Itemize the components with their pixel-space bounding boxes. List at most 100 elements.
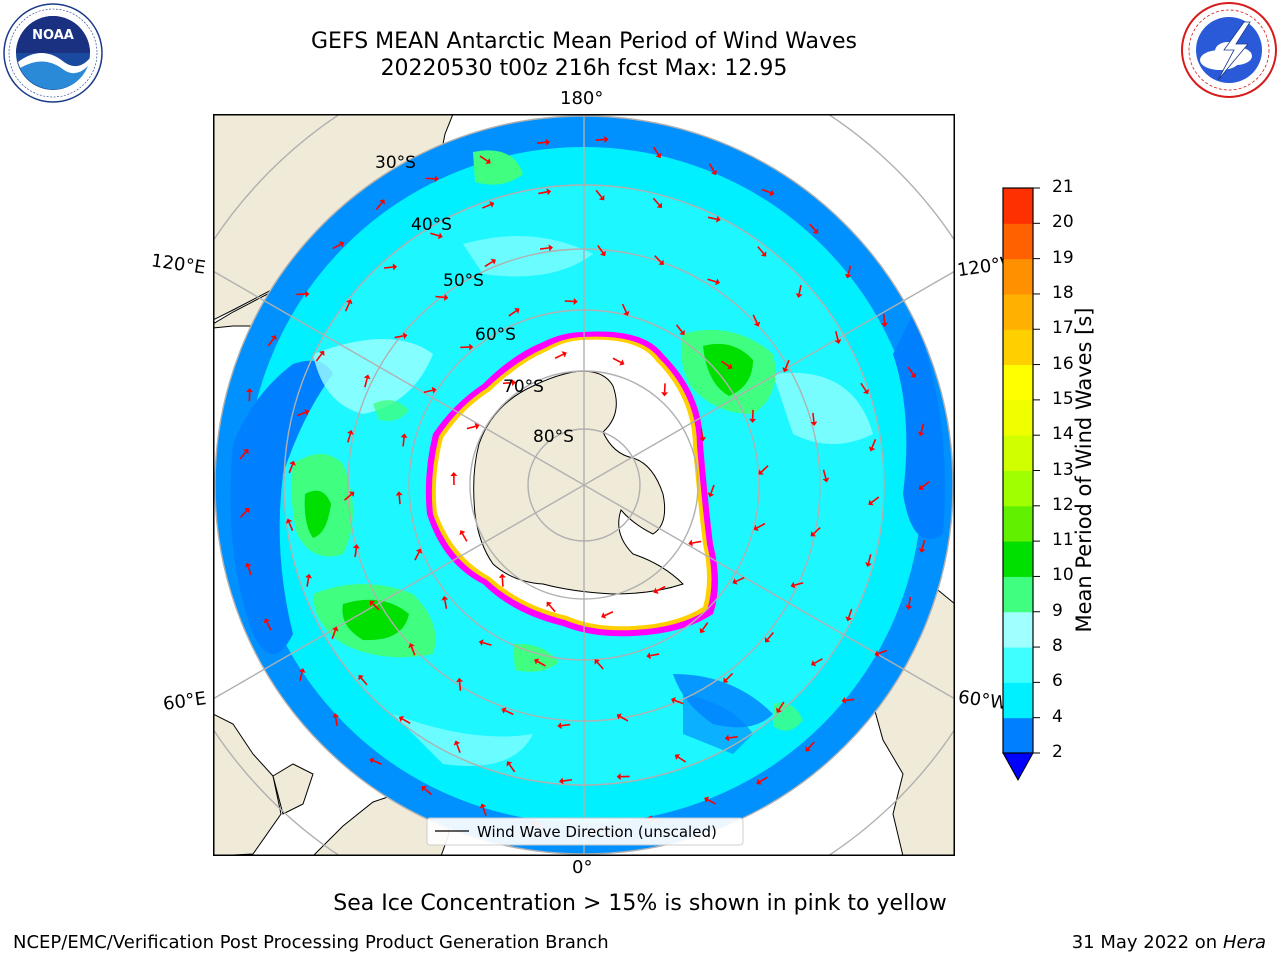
wave-arrow-head <box>616 773 621 781</box>
wave-arrow-head <box>298 668 306 673</box>
wave-arrow-head <box>501 707 507 714</box>
wave-arrow-shaft <box>372 759 382 765</box>
wave-arrow-shaft <box>398 495 401 505</box>
wave-arrow-head <box>822 477 830 483</box>
wave-arrow-head <box>699 436 707 442</box>
wave-arrow-shaft <box>845 698 855 702</box>
wave-arrow-head <box>498 573 506 578</box>
wave-arrow-head <box>917 431 925 437</box>
wave-arrow-head <box>918 547 926 553</box>
wave-arrow-shaft <box>707 798 716 805</box>
wave-arrow-shaft <box>334 716 338 727</box>
wave-arrow-shaft <box>461 533 468 542</box>
colorbar-block <box>1003 364 1033 401</box>
wave-arrow-head <box>305 573 313 579</box>
wave-arrow-head <box>601 612 607 619</box>
wave-arrow-head <box>868 446 876 452</box>
colorbar-block <box>1003 223 1033 260</box>
wave-arrow-shaft <box>728 735 738 739</box>
wave-arrow-head <box>244 507 250 514</box>
wave-arrow-head <box>656 202 662 208</box>
wave-arrow-shaft <box>306 577 310 587</box>
wave-arrow-shaft <box>424 788 432 796</box>
wave-arrow-head <box>478 639 484 646</box>
wave-arrow-head <box>868 499 874 506</box>
wave-arrow-shaft <box>847 265 852 275</box>
wave-arrow-head <box>289 460 296 466</box>
wave-arrow-shaft <box>384 266 394 269</box>
wave-arrow-shaft <box>920 423 925 433</box>
wave-arrow-shaft <box>921 540 926 550</box>
wave-arrow-head <box>349 491 355 497</box>
wave-arrow-shaft <box>364 378 368 388</box>
wave-arrow-shaft <box>700 428 704 438</box>
wave-arrow-head <box>456 677 464 683</box>
wave-arrow-shaft <box>835 331 839 341</box>
wave-arrow-shaft <box>479 155 488 162</box>
wave-arrow-shaft <box>332 243 342 250</box>
colorbar-tick-label: 11 <box>1052 530 1074 551</box>
colorbar-block <box>1003 576 1033 613</box>
graticule <box>213 114 955 856</box>
lon-label-120e: 120°E <box>149 250 207 279</box>
wave-arrow-head <box>332 626 339 632</box>
wave-arrow-shaft <box>508 763 516 773</box>
colorbar-block <box>1003 717 1033 754</box>
wave-arrow-shaft <box>430 232 440 237</box>
wave-arrow-shaft <box>612 357 622 364</box>
wave-arrow-head <box>812 228 819 234</box>
wave-arrow-head <box>263 618 270 624</box>
wave-arrow-shaft <box>757 246 765 255</box>
wave-arrow-head <box>769 189 775 197</box>
wave-arrow-shaft <box>721 360 730 367</box>
wave-arrow-head <box>910 372 917 378</box>
wave-arrow-head <box>339 241 345 248</box>
wave-arrow-shaft <box>482 641 492 646</box>
lat-label-80s: 80°S <box>533 427 574 447</box>
wave-arrow-head <box>305 290 310 298</box>
wave-arrow-shaft <box>296 411 306 417</box>
colorbar-block <box>1003 647 1033 683</box>
wave-arrow-head <box>318 350 325 356</box>
wave-arrow-head <box>810 660 817 667</box>
wave-arrow-shaft <box>414 551 420 561</box>
wave-arrow-head <box>616 713 622 720</box>
wave-arrow-head <box>723 677 729 683</box>
chart-subtitle: 20220530 t00z 216h fcst Max: 12.95 <box>380 56 788 81</box>
wave-arrow-head <box>489 201 495 208</box>
wave-arrow-shaft <box>331 629 337 639</box>
wave-arrow-shaft <box>466 425 476 430</box>
colorbar-tick-label: 20 <box>1052 212 1074 233</box>
wave-arrow-shaft <box>877 649 887 655</box>
wave-arrow-shaft <box>871 496 880 504</box>
wave-arrow-shaft <box>267 338 275 347</box>
wave-arrow-head <box>421 786 427 792</box>
wave-arrow-head <box>450 472 458 477</box>
wave-arrow-shaft <box>394 335 404 339</box>
wave-arrow-head <box>874 650 880 657</box>
wave-arrow-shaft <box>621 303 627 313</box>
colorbar-block <box>1003 682 1033 719</box>
wave-arrow-shaft <box>266 621 272 631</box>
wave-arrow-shaft <box>677 756 687 763</box>
wave-arrow-shaft <box>619 715 629 722</box>
colorbar-tick-label: 17 <box>1052 318 1074 339</box>
lat-label-40s: 40°S <box>411 215 452 235</box>
wave-arrow-shaft <box>561 723 571 727</box>
wave-arrow-shaft <box>735 576 745 583</box>
footer-date: 31 May 2022 on Hera <box>1072 932 1266 953</box>
wave-arrow-head <box>810 531 816 537</box>
colorbar-tick-label: 6 <box>1052 671 1063 692</box>
colorbar-tick-label: 14 <box>1052 424 1074 445</box>
wave-arrow-head <box>434 175 439 183</box>
map-legend: Wind Wave Direction (unscaled) <box>426 817 744 846</box>
wave-arrow-head <box>246 388 254 393</box>
wave-arrow-head <box>844 273 852 279</box>
wave-arrow-head <box>760 251 767 257</box>
wave-arrow-head <box>243 448 249 455</box>
wave-arrow-head <box>756 778 762 785</box>
wave-arrow-shaft <box>354 548 358 558</box>
wave-arrow-head <box>753 321 761 327</box>
wave-arrow-shaft <box>410 646 416 656</box>
wave-arrow-shaft <box>808 223 817 232</box>
